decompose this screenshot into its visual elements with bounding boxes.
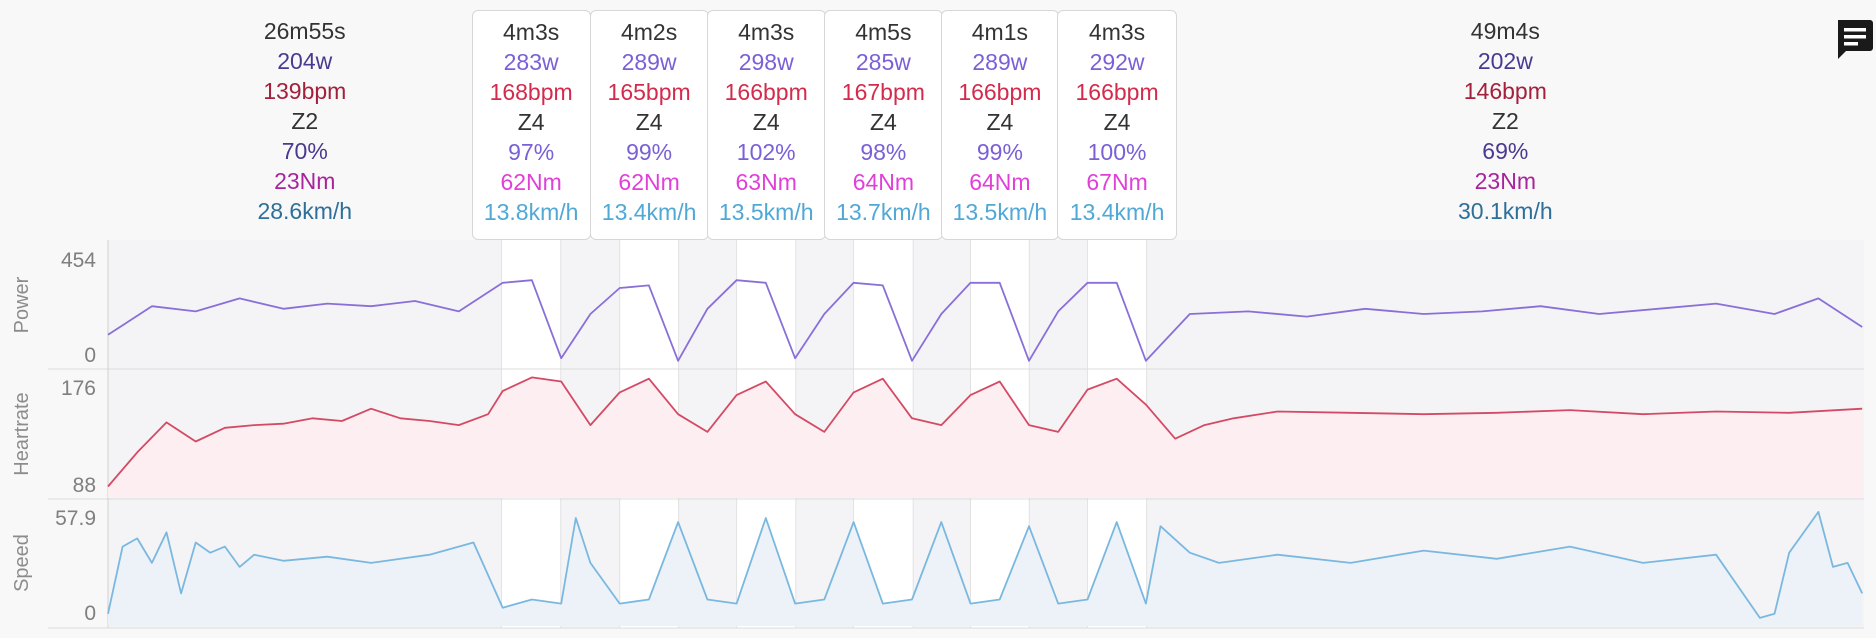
speed-axis-title: Speed [11, 534, 33, 592]
interval-speed: 13.5km/h [718, 199, 814, 225]
interval-stat-box[interactable]: 4m3s 283w 168bpm Z4 97% 62Nm 13.8km/h [471, 10, 591, 240]
comment-icon[interactable] [1834, 18, 1874, 62]
interval-torque: 23Nm [274, 168, 336, 194]
activity-chart: 454 0 Power 176 88 Heartrate 57.9 0 Speed [11, 240, 1864, 629]
interval-torque: 63Nm [735, 169, 797, 195]
interval-percent: 70% [281, 138, 328, 164]
interval-zone: Z4 [986, 109, 1014, 135]
interval-speed: 13.4km/h [1069, 199, 1165, 225]
interval-percent: 69% [1482, 138, 1529, 164]
interval-duration: 49m4s [1470, 18, 1540, 44]
interval-zone: Z4 [635, 109, 663, 135]
interval-zone: Z2 [1491, 108, 1519, 134]
interval-power: 292w [1089, 49, 1145, 75]
interval-duration: 26m55s [263, 18, 346, 44]
interval-power: 202w [1477, 48, 1533, 74]
heartrate-ytick-max: 176 [61, 377, 96, 400]
interval-power: 285w [855, 49, 911, 75]
interval-percent: 98% [860, 139, 907, 165]
interval-torque: 67Nm [1086, 169, 1148, 195]
interval-speed: 13.4km/h [601, 199, 697, 225]
interval-power: 289w [621, 49, 677, 75]
interval-speed: 30.1km/h [1458, 198, 1553, 224]
interval-heartrate: 168bpm [489, 79, 573, 105]
interval-percent: 99% [976, 139, 1023, 165]
interval-percent: 102% [736, 139, 796, 165]
interval-torque: 62Nm [618, 169, 680, 195]
interval-duration: 4m3s [503, 19, 560, 45]
speed-line [107, 511, 1864, 619]
interval-duration: 4m3s [1088, 19, 1146, 45]
interval-zone: Z4 [517, 109, 545, 135]
interval-percent: 100% [1087, 139, 1147, 165]
interval-power: 283w [503, 49, 559, 75]
interval-power: 204w [277, 48, 333, 74]
interval-speed: 28.6km/h [257, 198, 353, 224]
interval-torque: 64Nm [852, 169, 915, 195]
interval-speed: 13.7km/h [836, 199, 931, 225]
interval-heartrate: 166bpm [724, 79, 808, 105]
speed-ytick-min: 0 [84, 602, 96, 625]
power-line [107, 279, 1863, 362]
interval-stat-box[interactable]: 4m5s 285w 167bpm Z4 98% 64Nm 13.7km/h [823, 10, 944, 240]
interval-heartrate: 139bpm [263, 78, 347, 104]
interval-duration: 4m3s [738, 19, 795, 45]
interval-stat-box[interactable]: 4m3s 298w 166bpm Z4 102% 63Nm 13.5km/h [706, 10, 826, 240]
heartrate-line [107, 376, 1863, 488]
interval-stat-box[interactable]: 26m55s 204w 139bpm Z2 70% 23Nm 28.6km/h [155, 10, 455, 240]
interval-percent: 97% [508, 139, 555, 165]
power-axis-title: Power [11, 276, 33, 333]
interval-torque: 64Nm [969, 169, 1031, 195]
interval-speed: 13.8km/h [483, 199, 579, 225]
speed-area [108, 511, 1863, 626]
speed-ytick-max: 57.9 [55, 507, 96, 530]
interval-power: 298w [738, 49, 794, 75]
interval-zone: Z2 [291, 108, 319, 134]
heartrate-area [108, 377, 1863, 498]
interval-duration: 4m1s [971, 19, 1028, 45]
interval-heartrate: 146bpm [1463, 78, 1547, 104]
interval-power: 289w [972, 49, 1028, 75]
interval-heartrate: 166bpm [1075, 79, 1159, 105]
heartrate-ytick-min: 88 [73, 474, 96, 497]
interval-torque: 62Nm [500, 169, 562, 195]
power-ytick-min: 0 [84, 344, 96, 367]
interval-zone: Z4 [1103, 109, 1131, 135]
heartrate-axis-title: Heartrate [11, 392, 33, 475]
interval-speed: 13.5km/h [952, 199, 1048, 225]
interval-duration: 4m5s [855, 19, 912, 45]
interval-percent: 99% [626, 139, 673, 165]
interval-stat-box[interactable]: 49m4s 202w 146bpm Z2 69% 23Nm 30.1km/h [1355, 10, 1655, 240]
interval-duration: 4m2s [620, 19, 678, 45]
interval-stat-box[interactable]: 4m3s 292w 166bpm Z4 100% 67Nm 13.4km/h [1057, 10, 1177, 240]
interval-heartrate: 166bpm [958, 79, 1042, 105]
power-ytick-max: 454 [61, 249, 96, 272]
comment-icon-glyph [1838, 20, 1873, 59]
interval-stats: 26m55s 204w 139bpm Z2 70% 23Nm 28.6km/h 4m3s 283… [0, 0, 1876, 245]
interval-torque: 23Nm [1474, 168, 1536, 194]
interval-stat-box[interactable]: 4m2s 289w 165bpm Z4 99% 62Nm 13.4km/h [589, 10, 709, 240]
interval-heartrate: 165bpm [607, 79, 691, 105]
interval-heartrate: 167bpm [841, 79, 925, 105]
interval-zone: Z4 [752, 109, 780, 135]
interval-zone: Z4 [869, 109, 897, 135]
interval-stat-box[interactable]: 4m1s 289w 166bpm Z4 99% 64Nm 13.5km/h [940, 10, 1060, 240]
